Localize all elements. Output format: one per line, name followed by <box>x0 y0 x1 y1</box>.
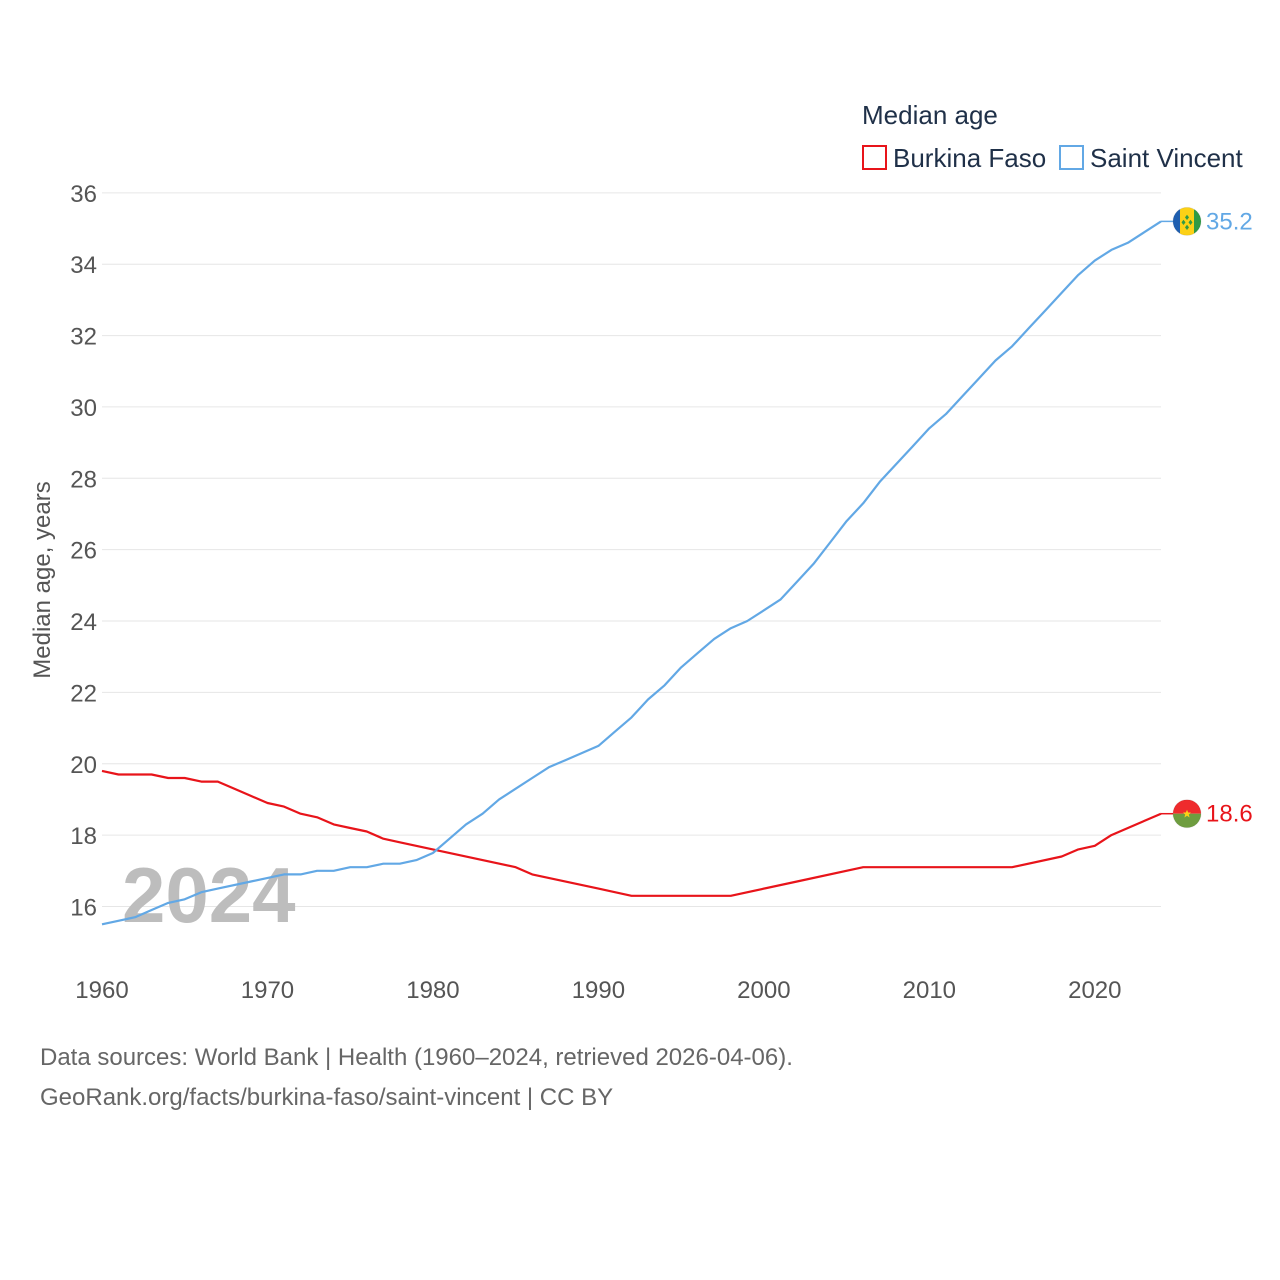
y-tick-label: 34 <box>70 252 97 279</box>
y-tick-label: 24 <box>70 609 97 636</box>
legend-label: Burkina Faso <box>893 143 1046 173</box>
x-tick-label: 2000 <box>737 977 790 1004</box>
y-tick-label: 28 <box>70 466 97 493</box>
line-chart: 16 18 20 22 24 26 28 30 32 34 36 1960 1970 1980 1990 2… <box>29 100 1253 1004</box>
x-tick-label: 1980 <box>406 977 459 1004</box>
y-tick-label: 22 <box>70 680 97 707</box>
series-lines <box>101 220 1162 926</box>
saint-vincent-flag-icon <box>1172 206 1202 236</box>
y-tick-label: 16 <box>70 894 97 921</box>
legend-title: Median age <box>862 100 998 130</box>
legend-swatch <box>862 145 887 170</box>
x-tick-label: 2010 <box>903 977 956 1004</box>
series-end-label: 18.6 <box>1206 801 1253 828</box>
series-end-labels: 18.6 35.2 <box>1161 206 1253 829</box>
y-tick-label: 30 <box>70 395 97 422</box>
y-axis-title: Median age, years <box>29 481 56 678</box>
series-end-label: 35.2 <box>1206 208 1253 235</box>
legend-items: Burkina Faso Saint Vincent <box>862 143 1244 173</box>
source-line: Data sources: World Bank | Health (1960–… <box>40 1044 793 1071</box>
y-tick-label: 20 <box>70 752 97 779</box>
burkina-faso-flag-icon <box>1172 799 1202 829</box>
y-tick-label: 18 <box>70 823 97 850</box>
y-tick-label: 36 <box>70 181 97 208</box>
legend-label: Saint Vincent <box>1090 143 1244 173</box>
gridlines <box>102 192 1161 907</box>
y-axis-ticks: 16 18 20 22 24 26 28 30 32 34 36 <box>70 181 97 922</box>
x-tick-label: 1960 <box>75 977 128 1004</box>
x-axis-ticks: 1960 1970 1980 1990 2000 2010 2020 <box>75 977 1121 1004</box>
legend-swatch <box>1059 145 1084 170</box>
x-tick-label: 2020 <box>1068 977 1121 1004</box>
x-tick-label: 1970 <box>241 977 294 1004</box>
series-line <box>101 220 1162 926</box>
x-tick-label: 1990 <box>572 977 625 1004</box>
y-tick-label: 26 <box>70 538 97 565</box>
year-watermark: 2024 <box>122 851 296 939</box>
y-tick-label: 32 <box>70 324 97 351</box>
series-line <box>101 769 1162 897</box>
credit-line: GeoRank.org/facts/burkina-faso/saint-vin… <box>40 1084 614 1111</box>
legend: Median age Burkina Faso Saint Vincent <box>862 100 1244 173</box>
